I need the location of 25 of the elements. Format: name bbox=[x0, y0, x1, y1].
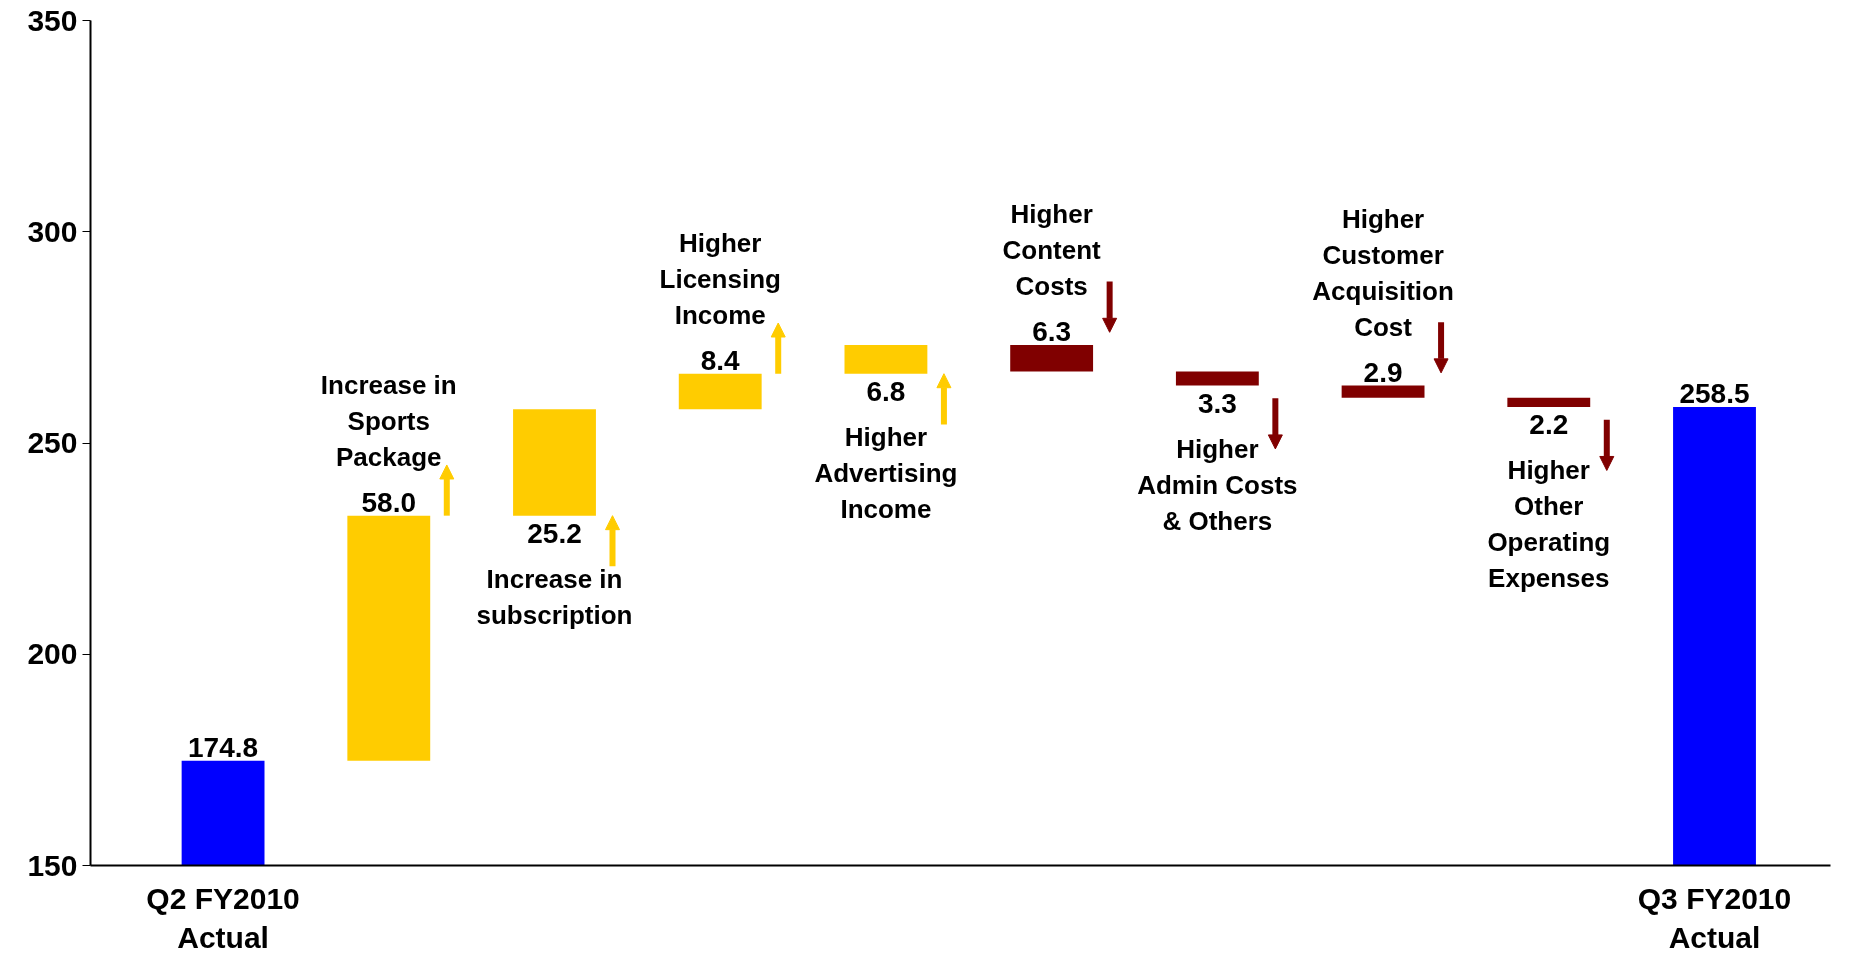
data-label: 2.2 bbox=[1529, 409, 1569, 441]
data-label: 174.8 bbox=[188, 731, 259, 763]
annotation: Higher Licensing Income bbox=[659, 227, 781, 330]
data-label: 3.3 bbox=[1197, 387, 1237, 419]
data-label: 6.3 bbox=[1032, 315, 1072, 347]
annotation: Increase in subscription bbox=[476, 563, 633, 630]
annotation: Higher Admin Costs & Others bbox=[1137, 433, 1298, 536]
annotation: Higher Customer Acquisition Cost bbox=[1312, 203, 1454, 342]
x-tick-label: Q3 FY2010 Actual bbox=[1637, 881, 1792, 955]
data-label: 258.5 bbox=[1679, 378, 1750, 410]
x-tick-label: Q2 FY2010 Actual bbox=[146, 881, 300, 955]
data-label: 25.2 bbox=[527, 517, 582, 549]
y-tick-label: 300 bbox=[27, 214, 78, 248]
y-tick-label: 150 bbox=[27, 848, 78, 882]
annotation: Increase in Sports Package bbox=[320, 369, 457, 472]
annotation: Higher Content Costs bbox=[1002, 198, 1102, 301]
data-label: 2.9 bbox=[1363, 356, 1403, 388]
annotation: Higher Other Operating Expenses bbox=[1487, 455, 1611, 594]
data-label: 58.0 bbox=[361, 486, 417, 518]
y-tick-label: 250 bbox=[27, 426, 78, 459]
data-label: 8.4 bbox=[700, 344, 741, 376]
data-label: 6.8 bbox=[866, 375, 906, 407]
y-tick-label: 200 bbox=[27, 637, 78, 671]
y-tick-label: 350 bbox=[27, 3, 78, 37]
annotation: Higher Advertising Income bbox=[814, 421, 958, 524]
